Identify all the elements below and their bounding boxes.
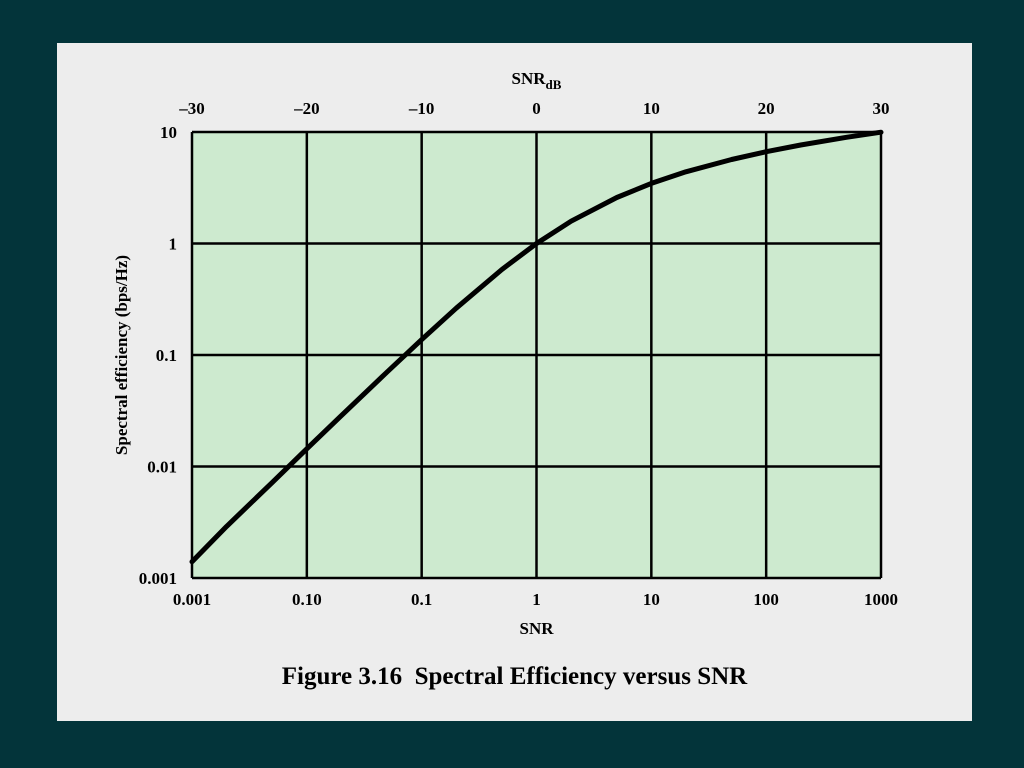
y-tick-label: 0.01 bbox=[147, 458, 177, 477]
top-tick-label: 0 bbox=[532, 99, 541, 118]
top-tick-label: –30 bbox=[178, 99, 205, 118]
y-tick-label: 1 bbox=[169, 235, 178, 254]
y-axis-label: Spectral efficiency (bps/Hz) bbox=[112, 255, 131, 455]
figure-caption: Figure 3.16 Spectral Efficiency versus S… bbox=[281, 663, 748, 690]
top-axis-label-main: SNR bbox=[512, 69, 547, 88]
top-tick-label: –20 bbox=[293, 99, 320, 118]
x-tick-label: 0.1 bbox=[411, 590, 432, 609]
x-tick-label: 100 bbox=[753, 590, 779, 609]
x-tick-label: 1000 bbox=[864, 590, 898, 609]
y-tick-label: 0.1 bbox=[156, 346, 177, 365]
top-tick-label: 20 bbox=[758, 99, 775, 118]
slide-panel: –30 –20 –10 0 10 20 30 0.001 0.10 0.1 1 10 100 1000 … bbox=[57, 43, 972, 721]
x-tick-label: 10 bbox=[643, 590, 660, 609]
top-tick-label: –10 bbox=[408, 99, 435, 118]
y-tick-label: 0.001 bbox=[139, 569, 177, 588]
top-axis-label: SNRdB bbox=[512, 69, 562, 92]
spectral-efficiency-chart: –30 –20 –10 0 10 20 30 0.001 0.10 0.1 1 10 100 1000 … bbox=[112, 69, 898, 638]
top-tick-label: 30 bbox=[873, 99, 890, 118]
top-axis-label-subscript: dB bbox=[546, 77, 562, 92]
x-tick-label: 0.10 bbox=[292, 590, 322, 609]
spectral-efficiency-curve bbox=[189, 129, 884, 565]
x-axis-label: SNR bbox=[519, 619, 554, 638]
x-tick-label: 1 bbox=[532, 590, 541, 609]
y-tick-label: 10 bbox=[160, 123, 177, 142]
x-tick-label: 0.001 bbox=[173, 590, 211, 609]
top-tick-label: 10 bbox=[643, 99, 660, 118]
